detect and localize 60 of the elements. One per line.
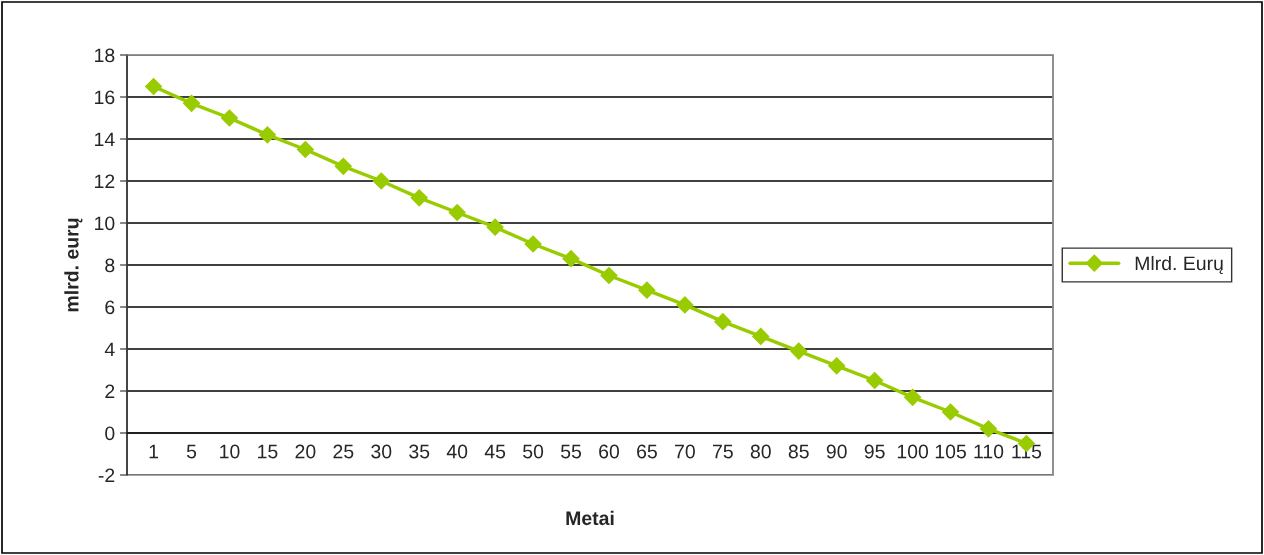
point <box>979 420 998 438</box>
point <box>220 109 239 127</box>
point <box>410 189 428 207</box>
x-tick-label: 45 <box>484 444 506 459</box>
y-tick-label: 16 <box>95 90 115 105</box>
x-tick-label: 15 <box>258 444 278 459</box>
point <box>448 203 466 222</box>
point <box>524 235 542 253</box>
x-tick-label: 85 <box>788 444 809 459</box>
legend-label: Mlrd. Eurų <box>1135 255 1223 275</box>
x-tick-label: 10 <box>220 444 240 459</box>
point <box>866 371 884 390</box>
y-tick-label: 12 <box>95 174 115 189</box>
point <box>941 403 960 421</box>
x-tick-label: 40 <box>446 444 468 459</box>
x-tick-label: 50 <box>523 444 544 459</box>
point <box>145 77 163 96</box>
x-tick-label: 65 <box>637 444 657 459</box>
y-tick-label: -2 <box>98 468 115 483</box>
x-tick-label: 1 <box>149 444 159 459</box>
x-tick-label: 25 <box>333 444 354 459</box>
point <box>486 218 504 236</box>
y-tick-label: 2 <box>105 384 115 399</box>
x-axis-title: Metai <box>566 510 614 526</box>
x-tick-label: 105 <box>935 444 966 459</box>
point <box>676 296 694 314</box>
x-tick-label: 70 <box>675 444 695 459</box>
point <box>714 313 732 331</box>
x-tick-label: 60 <box>599 444 620 459</box>
point <box>790 342 808 360</box>
y-tick-label: 6 <box>105 300 115 315</box>
point <box>182 94 201 112</box>
x-tick-label: 55 <box>560 444 582 459</box>
x-tick-label: 90 <box>826 444 847 459</box>
x-tick-label: 100 <box>897 444 929 459</box>
y-tick-label: 18 <box>95 48 115 63</box>
x-tick-label: 20 <box>295 444 316 459</box>
point <box>372 172 390 190</box>
y-tick-label: 8 <box>105 258 115 273</box>
y-axis-title: mlrd. eurų <box>64 218 83 312</box>
y-tick-label: 4 <box>104 342 115 357</box>
x-tick-label: 95 <box>864 444 885 459</box>
point <box>600 266 618 285</box>
y-tick-label: 14 <box>95 132 115 147</box>
x-tick-label: 35 <box>409 444 430 459</box>
x-tick-label: 5 <box>186 444 197 459</box>
point <box>334 157 352 175</box>
point <box>638 281 656 299</box>
point <box>752 327 770 345</box>
y-tick-label: 0 <box>105 426 115 441</box>
point <box>904 388 922 406</box>
x-tick-label: 110 <box>974 444 1004 459</box>
x-tick-label: 80 <box>750 444 771 459</box>
y-tick-label: 10 <box>95 216 115 231</box>
point <box>296 140 314 159</box>
x-tick-label: 75 <box>713 444 733 459</box>
point <box>258 126 276 144</box>
point <box>562 250 580 268</box>
point <box>828 357 846 375</box>
x-tick-label: 30 <box>371 444 392 459</box>
